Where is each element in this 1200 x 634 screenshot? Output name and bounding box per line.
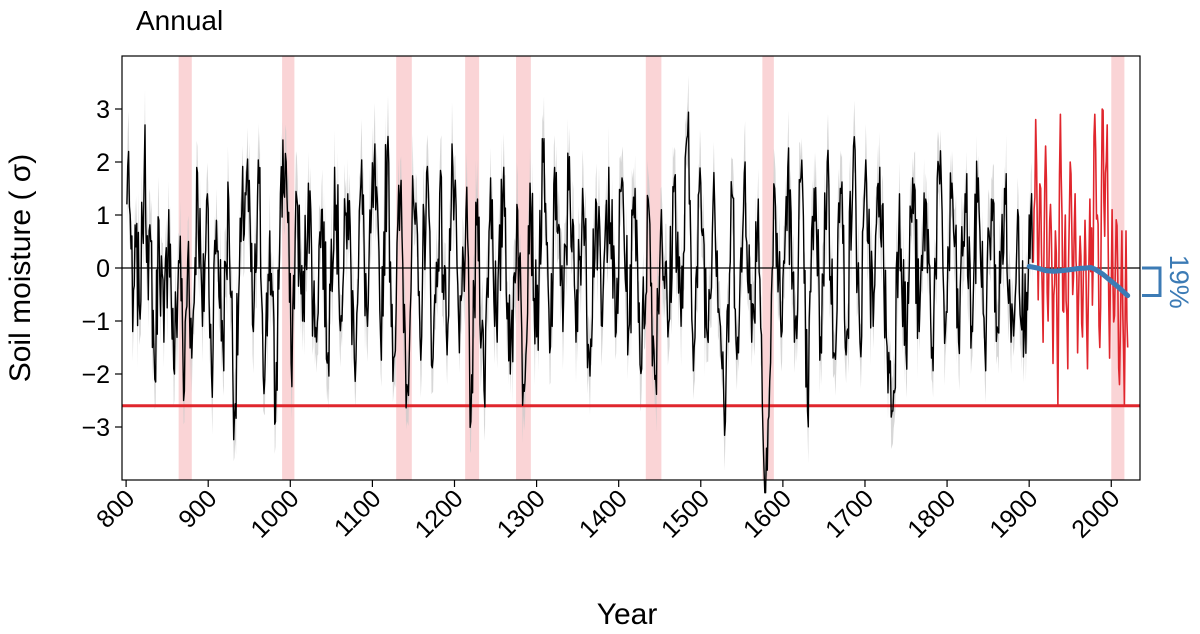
y-tick-label: 0 bbox=[96, 255, 110, 283]
x-tick-label: 1000 bbox=[245, 484, 304, 543]
x-tick-label: 1800 bbox=[902, 484, 961, 543]
x-axis-title: Year bbox=[597, 598, 658, 631]
y-tick-label: −1 bbox=[81, 308, 110, 336]
y-tick-label: −2 bbox=[81, 361, 110, 389]
x-tick-label: 1500 bbox=[656, 484, 715, 543]
x-tick-label: 800 bbox=[91, 484, 140, 533]
x-tick-label: 1200 bbox=[410, 484, 469, 543]
chart-title: Annual bbox=[136, 5, 223, 36]
y-axis-title: Soil moisture ( σ) bbox=[4, 154, 37, 383]
x-tick-label: 1300 bbox=[492, 484, 551, 543]
x-tick-label: 1700 bbox=[820, 484, 879, 543]
y-tick-label: 1 bbox=[96, 202, 110, 230]
x-tick-label: 900 bbox=[173, 484, 222, 533]
trend-annotation: 19% bbox=[1142, 255, 1194, 309]
x-tick-label: 1400 bbox=[574, 484, 633, 543]
series-line-observations bbox=[1032, 108, 1129, 407]
series-line-trend bbox=[1026, 263, 1131, 299]
series-lines bbox=[126, 108, 1131, 494]
x-axis: 800 900 1000 1100 1200 1300 1400 1500 1600 1700 18… bbox=[91, 480, 1126, 544]
series-line-reconstruction bbox=[126, 111, 1034, 494]
bracket-icon bbox=[1142, 266, 1162, 298]
y-tick-label: −3 bbox=[81, 414, 110, 442]
y-tick-label: 3 bbox=[96, 96, 110, 124]
x-tick-label: 1100 bbox=[329, 484, 387, 542]
y-axis: −3 −2 −1 0 1 2 3 bbox=[81, 96, 122, 442]
trend-percentage-label: 19% bbox=[1164, 255, 1194, 309]
x-tick-label: 1600 bbox=[738, 484, 797, 543]
x-tick-label: 1900 bbox=[984, 484, 1043, 543]
y-tick-label: 2 bbox=[96, 149, 110, 177]
x-tick-label: 2000 bbox=[1066, 484, 1125, 543]
